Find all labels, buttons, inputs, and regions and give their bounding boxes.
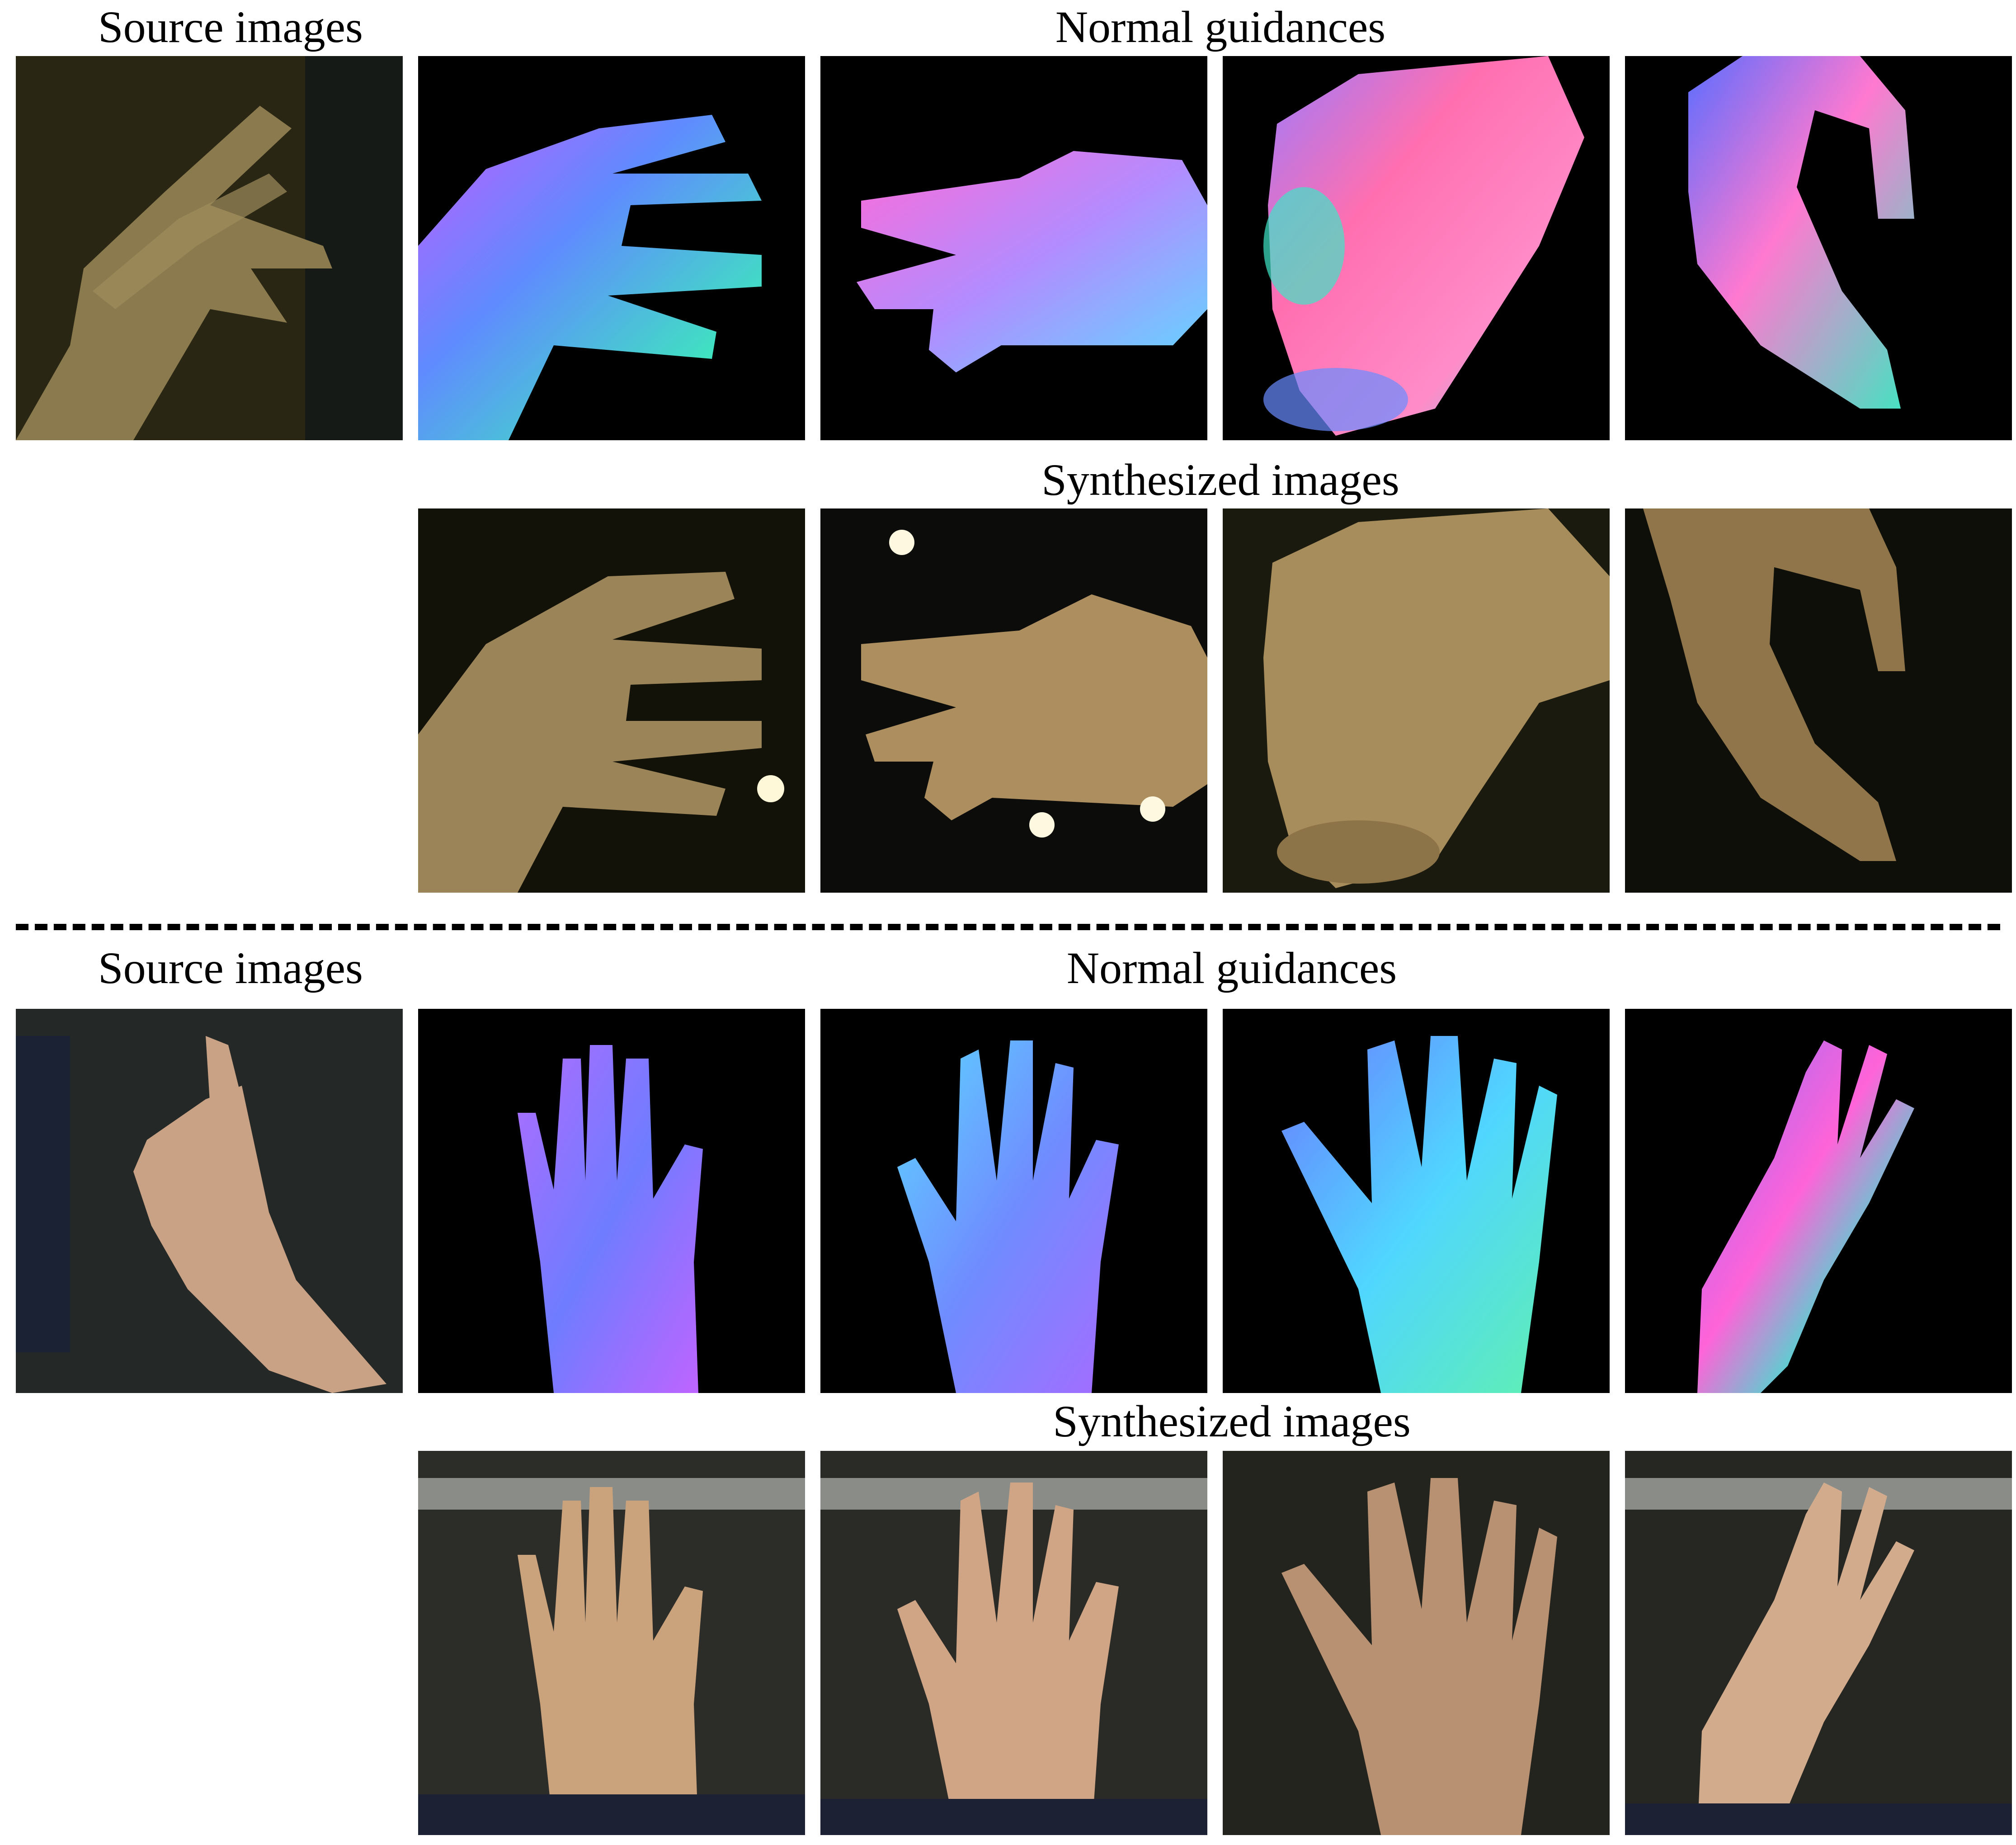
section2-normal-label: Normal guidances — [1066, 943, 1397, 993]
section1-synth-image-3 — [1223, 508, 1610, 893]
section1-normal-image-4 — [1625, 56, 2012, 440]
section1-synth-label: Synthesized images — [1041, 455, 1399, 505]
section2-synth-image-4 — [1625, 1451, 2012, 1835]
section2-normal-image-1 — [418, 1009, 805, 1393]
section1-normal-label: Normal guidances — [1055, 2, 1386, 52]
section1-normal-image-2 — [820, 56, 1207, 440]
section2-synth-image-3 — [1223, 1451, 1610, 1835]
section1-synth-image-2 — [820, 508, 1207, 893]
section2-normal-image-2 — [820, 1009, 1207, 1393]
section1-normal-image-1 — [418, 56, 805, 440]
section2-source-label: Source images — [98, 943, 363, 993]
section1-synth-image-1 — [418, 508, 805, 893]
section2-source-image — [16, 1009, 403, 1393]
section1-normal-image-3 — [1223, 56, 1610, 440]
section2-normal-image-3 — [1223, 1009, 1610, 1393]
section1-source-label: Source images — [98, 2, 363, 52]
section1-synth-image-4 — [1625, 508, 2012, 893]
section1-source-image — [16, 56, 403, 440]
section2-synth-image-2 — [820, 1451, 1207, 1835]
section2-normal-image-4 — [1625, 1009, 2012, 1393]
section2-synth-label: Synthesized images — [1053, 1396, 1411, 1446]
section2-synth-image-1 — [418, 1451, 805, 1835]
section-divider — [16, 924, 2000, 930]
